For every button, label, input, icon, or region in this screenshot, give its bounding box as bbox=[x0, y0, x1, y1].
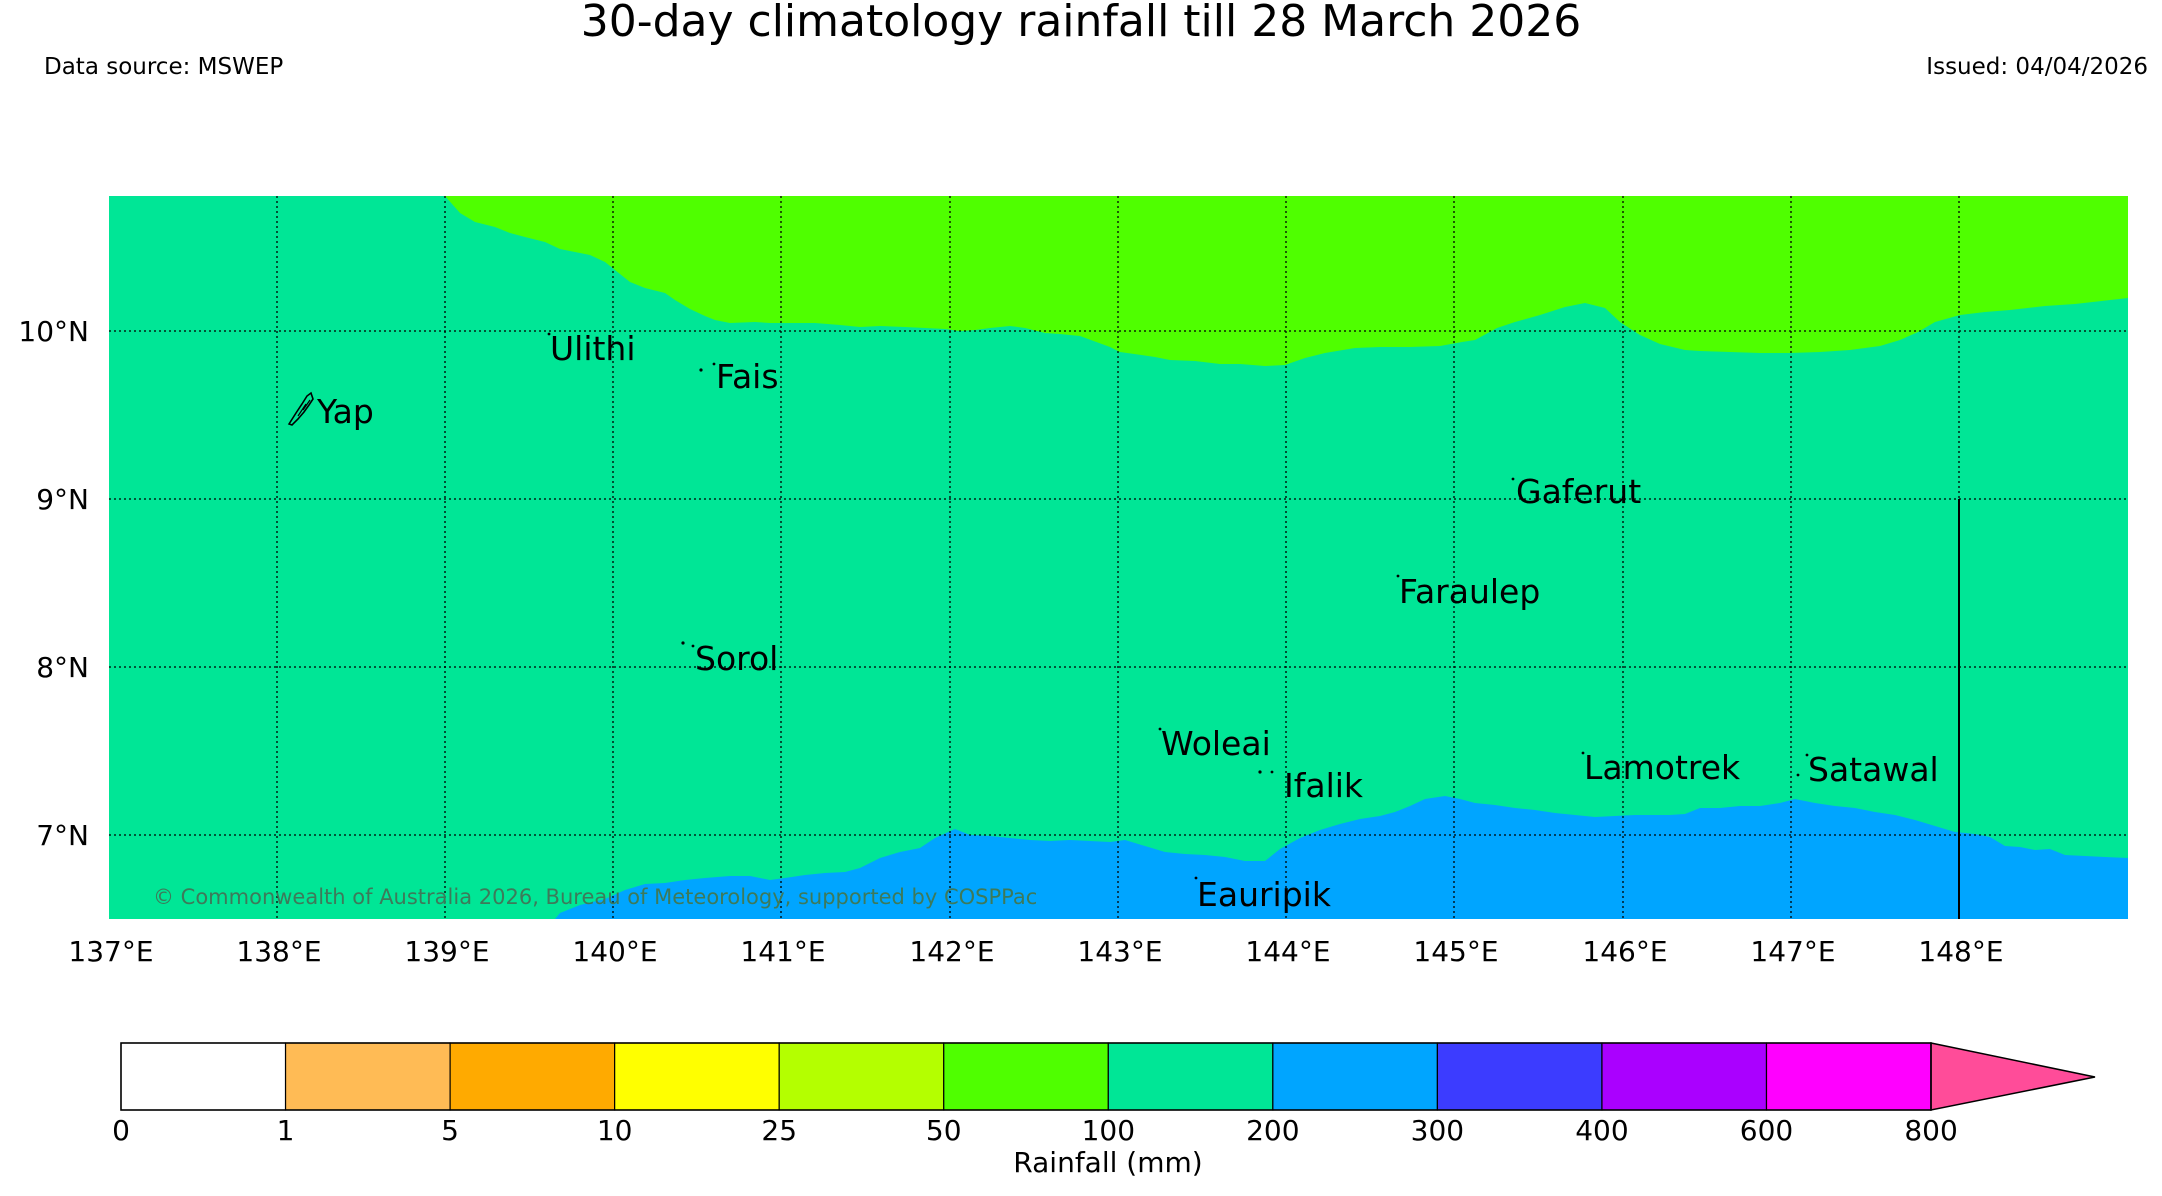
colorbar-swatch bbox=[778, 1042, 945, 1111]
place-label-eauripik: Eauripik bbox=[1197, 875, 1332, 914]
place-label-faraulep: Faraulep bbox=[1399, 572, 1540, 611]
colorbar-tick-label: 1 bbox=[277, 1114, 295, 1147]
colorbar-swatch bbox=[284, 1042, 451, 1111]
lon-label: 148°E bbox=[1918, 935, 2003, 968]
colorbar-swatch bbox=[1765, 1042, 1932, 1111]
lat-label: 10°N bbox=[18, 315, 89, 348]
data-source-label: Data source: MSWEP bbox=[44, 54, 283, 80]
lat-label: 8°N bbox=[36, 651, 89, 684]
place-label-woleai: Woleai bbox=[1161, 724, 1271, 763]
yap-island-outline bbox=[287, 391, 314, 426]
colorbar-tick-label: 400 bbox=[1575, 1114, 1628, 1147]
lon-label: 140°E bbox=[572, 935, 657, 968]
lat-label: 7°N bbox=[36, 819, 89, 852]
place-label-yap: Yap bbox=[316, 392, 374, 431]
colorbar: 0 1 5 10 25 50 100 200 300 400 600 800 Rainfall (mm… bbox=[112, 1042, 2096, 1179]
colorbar-tick-label: 100 bbox=[1082, 1114, 1135, 1147]
colorbar-swatch bbox=[1601, 1042, 1768, 1111]
colorbar-tick-label: 800 bbox=[1904, 1114, 1957, 1147]
colorbar-swatch bbox=[1436, 1042, 1603, 1111]
map-area: Yap Ulithi Fais Gaferut Faraulep Sorol W… bbox=[109, 196, 2128, 919]
map-title: 30-day climatology rainfall till 28 Marc… bbox=[581, 0, 1582, 47]
lon-label: 142°E bbox=[909, 935, 994, 968]
lon-label: 146°E bbox=[1582, 935, 1667, 968]
place-label-ulithi: Ulithi bbox=[550, 329, 636, 368]
lon-label: 143°E bbox=[1077, 935, 1162, 968]
lon-label: 139°E bbox=[404, 935, 489, 968]
lon-label: 147°E bbox=[1750, 935, 1835, 968]
place-label-satawal: Satawal bbox=[1808, 750, 1939, 789]
colorbar-label: Rainfall (mm) bbox=[1013, 1146, 1202, 1179]
atoll-markers bbox=[547, 332, 1809, 880]
colorbar-extension-arrow bbox=[1930, 1042, 2096, 1111]
colorbar-swatch bbox=[1107, 1042, 1274, 1111]
place-label-ifalik: Ifalik bbox=[1284, 766, 1364, 805]
place-label-fais: Fais bbox=[716, 357, 779, 396]
lon-label: 144°E bbox=[1245, 935, 1330, 968]
colorbar-tick-label: 600 bbox=[1740, 1114, 1793, 1147]
colorbar-tick-label: 300 bbox=[1411, 1114, 1464, 1147]
lon-label: 137°E bbox=[68, 935, 153, 968]
longitude-labels: 137°E 138°E 139°E 140°E 141°E 142°E 143°… bbox=[68, 935, 2003, 968]
colorbar-tick-label: 0 bbox=[112, 1114, 130, 1147]
lon-label: 141°E bbox=[740, 935, 825, 968]
yap-island-detail bbox=[297, 399, 311, 417]
place-label-gaferut: Gaferut bbox=[1516, 472, 1641, 511]
colorbar-swatch bbox=[120, 1042, 287, 1111]
lon-label: 138°E bbox=[236, 935, 321, 968]
colorbar-swatch bbox=[943, 1042, 1109, 1111]
colorbar-tick-label: 5 bbox=[441, 1114, 459, 1147]
copyright-notice: © Commonwealth of Australia 2026, Bureau… bbox=[153, 885, 1037, 909]
colorbar-tick-label: 50 bbox=[926, 1114, 962, 1147]
place-label-sorol: Sorol bbox=[695, 639, 778, 678]
gridlines bbox=[109, 196, 2128, 919]
colorbar-swatches bbox=[120, 1042, 1932, 1111]
colorbar-tick-label: 10 bbox=[597, 1114, 633, 1147]
place-label-lamotrek: Lamotrek bbox=[1584, 748, 1741, 787]
colorbar-swatch bbox=[614, 1042, 780, 1111]
colorbar-tick-label: 25 bbox=[761, 1114, 797, 1147]
colorbar-swatch bbox=[449, 1042, 616, 1111]
zone-200-300mm bbox=[555, 796, 2128, 919]
colorbar-ticks: 0 1 5 10 25 50 100 200 300 400 600 800 bbox=[112, 1114, 1958, 1147]
latitude-labels: 10°N 9°N 8°N 7°N bbox=[18, 315, 89, 852]
lat-label: 9°N bbox=[36, 483, 89, 516]
colorbar-frame bbox=[120, 1042, 1932, 1111]
issued-date-label: Issued: 04/04/2026 bbox=[1926, 54, 2148, 80]
lon-label: 145°E bbox=[1413, 935, 1498, 968]
colorbar-swatch bbox=[1272, 1042, 1438, 1111]
colorbar-tick-label: 200 bbox=[1246, 1114, 1299, 1147]
